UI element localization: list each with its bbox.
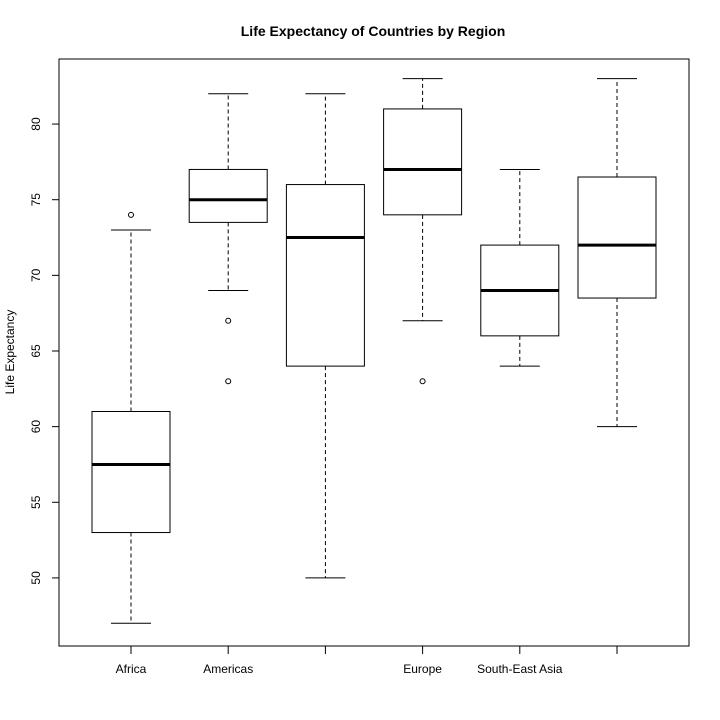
box-group (91, 211, 171, 624)
x-tick-label: Americas (203, 662, 253, 676)
box-iqr (91, 411, 171, 534)
y-tick-label: 70 (29, 268, 43, 282)
outlier-point (225, 317, 232, 324)
y-axis: 50 55 60 65 70 75 80 (29, 117, 60, 585)
outlier-point (419, 378, 426, 385)
x-tick-label: South-East Asia (477, 662, 563, 676)
y-tick-label: 65 (29, 344, 43, 358)
box-iqr (383, 108, 463, 216)
y-tick-label: 80 (29, 117, 43, 131)
y-tick-label: 75 (29, 193, 43, 207)
box-iqr (285, 184, 365, 367)
box-series (91, 78, 657, 624)
box-iqr (188, 168, 268, 223)
outlier-point (225, 378, 232, 385)
y-tick-label: 50 (29, 571, 43, 585)
box-group (188, 93, 268, 385)
y-axis-label: Life Expectancy (3, 310, 17, 395)
box-group (285, 93, 365, 579)
box-iqr (577, 176, 657, 299)
y-tick-label: 55 (29, 495, 43, 509)
chart-title: Life Expectancy of Countries by Region (241, 23, 506, 39)
x-axis: Africa Americas Europe South-East Asia (116, 645, 618, 676)
plot-frame (58, 58, 690, 647)
y-tick-label: 60 (29, 420, 43, 434)
box-group (577, 78, 657, 428)
box-group (480, 168, 560, 367)
x-tick-label: Africa (116, 662, 147, 676)
outlier-point (128, 211, 134, 218)
x-tick-label: Europe (403, 662, 442, 676)
box-group (383, 78, 463, 385)
